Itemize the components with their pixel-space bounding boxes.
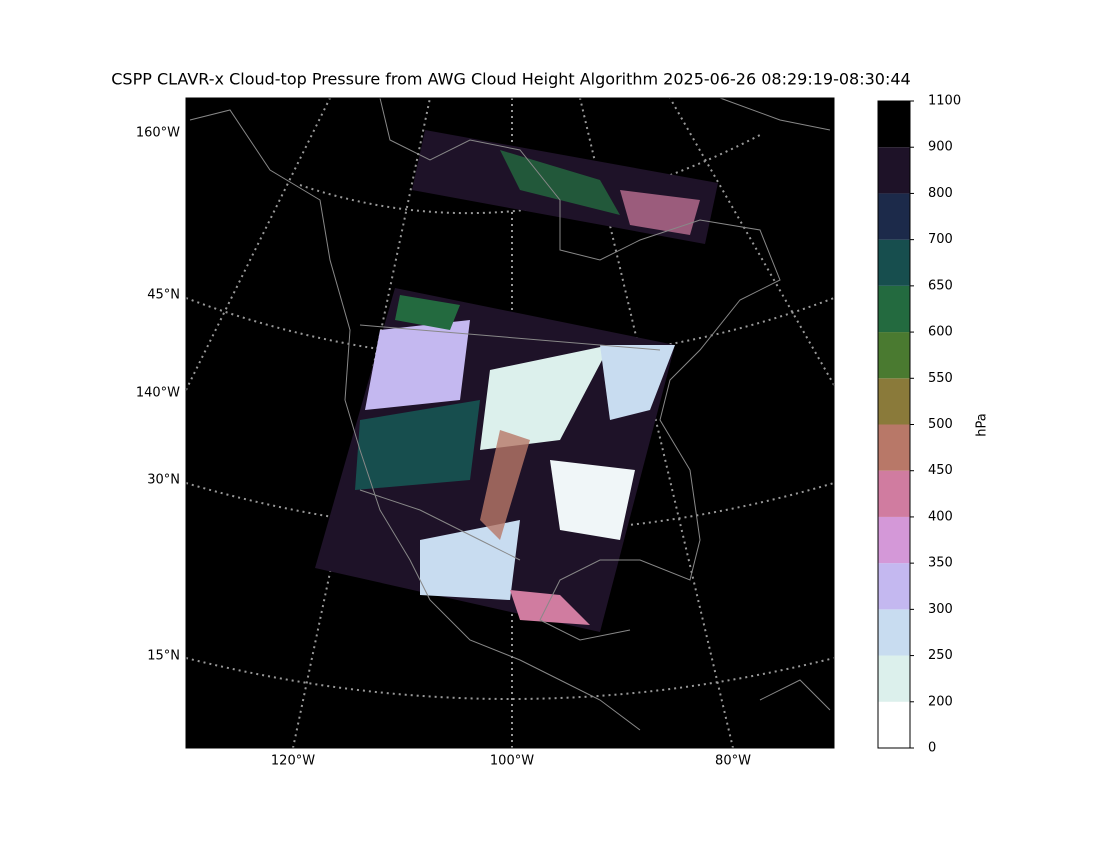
colorbar-tick-label: 600: [928, 325, 953, 340]
map: [185, 97, 835, 749]
lat-lon-label: 30°N: [147, 473, 180, 488]
color-segment: [878, 147, 910, 194]
color-segment: [878, 424, 910, 471]
color-segment: [878, 101, 910, 148]
color-segment: [878, 239, 910, 286]
colorbar-tick-label: 300: [928, 602, 953, 617]
lat-lon-label: 160°W: [136, 126, 180, 141]
cloud-patch: [355, 400, 480, 490]
colorbar-tick-label: 1100: [928, 94, 961, 109]
cloud-patch: [550, 460, 635, 540]
color-segment: [878, 378, 910, 425]
colorbar-tick-label: 350: [928, 556, 953, 571]
border: [359, 489, 521, 561]
colorbar-tick-label: 0: [928, 741, 936, 756]
cloud-patch: [620, 190, 700, 235]
colorbar-tick-label: 250: [928, 648, 953, 663]
colorbar: 0 200 250 300 350 400 450 500 550 600 650 700 800 900…: [877, 94, 961, 756]
colorbar-tick-label: 900: [928, 140, 953, 155]
colorbar-tick-label: 800: [928, 186, 953, 201]
coastline: [379, 97, 781, 641]
lon-label: 100°W: [490, 754, 534, 769]
lon-label: 120°W: [271, 754, 315, 769]
cloud-patch: [480, 345, 610, 450]
color-segment: [878, 516, 910, 564]
border: [359, 324, 661, 351]
coastline: [189, 109, 641, 731]
lat-lon-label: 140°W: [136, 386, 180, 401]
colorbar-tick-label: 650: [928, 278, 953, 293]
cloud-patch: [480, 430, 530, 540]
cloud-patch: [395, 295, 460, 330]
color-segment: [878, 563, 910, 610]
title: CSPP CLAVR-x Cloud-top Pressure from AWG…: [111, 70, 910, 89]
colorbar-tick-label: 400: [928, 509, 953, 524]
meridian: [292, 97, 431, 749]
color-segment: [878, 701, 910, 748]
map-frame: [185, 97, 835, 749]
colorbar-tick-label: 700: [928, 232, 953, 247]
colorbar-tick-label: 450: [928, 463, 953, 478]
cloud-patch: [500, 150, 620, 215]
cloud-swath: [315, 130, 718, 632]
coastline: [719, 97, 831, 131]
lon-label: 80°W: [715, 754, 751, 769]
cloud-patch: [510, 590, 590, 625]
color-segment: [878, 193, 910, 240]
color-segment: [878, 470, 910, 517]
cloud-patch: [600, 345, 675, 420]
colorbar-tick-label: 500: [928, 417, 953, 432]
axis-labels: 160°W 45°N 140°W 30°N 15°N 120°W 100°W 80°W: [136, 126, 751, 769]
cloud-patch: [420, 520, 520, 600]
color-segment: [878, 655, 910, 702]
color-segment: [878, 609, 910, 656]
color-segment: [878, 332, 910, 379]
meridian: [669, 97, 835, 386]
color-segment: [878, 285, 910, 333]
cloud-patch: [365, 320, 470, 410]
lat-lon-label: 15°N: [147, 649, 180, 664]
colorbar-tick-label: 200: [928, 694, 953, 709]
colorbar-tick-label: 550: [928, 371, 953, 386]
colorbar-label: hPa: [975, 413, 990, 436]
meridian: [185, 97, 331, 391]
coastlines: [189, 97, 831, 731]
lat-lon-label: 45°N: [147, 288, 180, 303]
coastline: [759, 679, 831, 711]
